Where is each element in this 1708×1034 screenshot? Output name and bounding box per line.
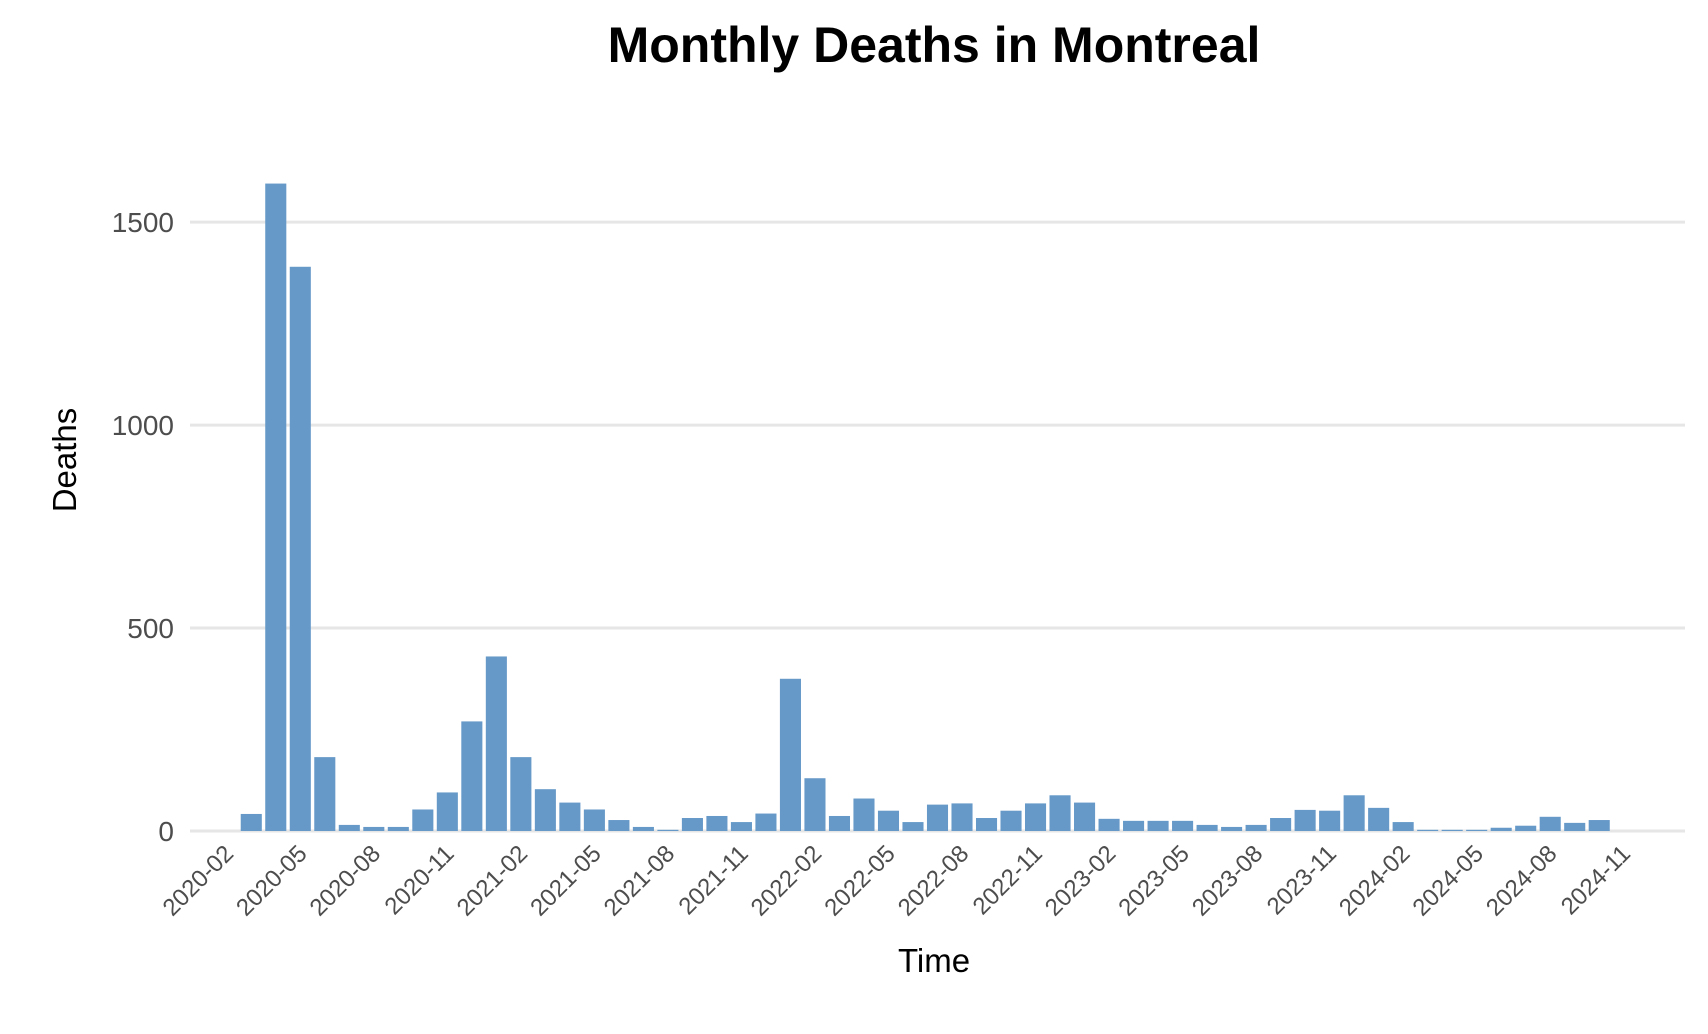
bar <box>1466 829 1488 831</box>
bar <box>1245 824 1267 831</box>
bar <box>559 802 581 831</box>
x-tick-label: 2021-11 <box>674 840 754 920</box>
bar <box>1588 820 1610 831</box>
x-tick-label: 2024-05 <box>1408 840 1489 921</box>
bar <box>926 804 949 831</box>
bar <box>1294 809 1316 831</box>
bar <box>730 822 752 831</box>
bar <box>1441 829 1463 831</box>
x-tick-label: 2022-02 <box>746 840 827 921</box>
bar <box>706 815 728 831</box>
bar <box>1074 802 1096 831</box>
bar <box>1564 822 1586 831</box>
x-tick-label: 2020-11 <box>379 840 459 920</box>
bar <box>1221 826 1243 831</box>
chart-title: Monthly Deaths in Montreal <box>608 17 1261 73</box>
bar <box>1172 820 1194 831</box>
x-tick-label: 2022-05 <box>819 840 900 921</box>
bar <box>265 183 287 831</box>
bar <box>853 798 875 831</box>
bar <box>1049 795 1071 831</box>
x-tick-label: 2024-11 <box>1556 840 1636 920</box>
bar <box>755 813 777 831</box>
x-tick-label: 2020-05 <box>231 840 312 921</box>
x-tick-label: 2022-08 <box>893 840 974 921</box>
bar <box>1196 824 1218 831</box>
bar <box>1147 820 1169 831</box>
bar <box>1343 795 1365 831</box>
bar <box>1123 820 1145 831</box>
bar <box>412 809 434 831</box>
bar <box>461 721 483 831</box>
x-tick-label: 2021-05 <box>525 840 606 921</box>
bar <box>1000 810 1022 831</box>
bar <box>657 829 679 831</box>
x-tick-label: 2023-02 <box>1040 840 1121 921</box>
x-tick-label: 2023-11 <box>1262 840 1342 920</box>
bar <box>510 757 532 831</box>
x-tick-label: 2022-11 <box>968 840 1048 920</box>
bar <box>1270 818 1292 831</box>
bar <box>338 824 360 831</box>
x-tick-label: 2024-02 <box>1334 840 1415 921</box>
y-tick-label: 1500 <box>112 207 174 238</box>
bar <box>363 826 385 831</box>
x-tick-label: 2024-08 <box>1481 840 1562 921</box>
bar <box>1098 818 1120 831</box>
bar <box>534 789 556 831</box>
bar <box>632 826 654 831</box>
y-axis-ticks: 0 500 1000 1500 <box>112 207 174 847</box>
y-axis-title: Deaths <box>46 408 83 513</box>
x-axis-ticks: 2020-022020-052020-082020-112021-022021-… <box>158 840 1636 921</box>
bar <box>951 803 973 831</box>
bar <box>583 809 605 831</box>
x-tick-label: 2023-08 <box>1187 840 1268 921</box>
x-tick-label: 2020-02 <box>158 840 239 921</box>
bar <box>608 820 630 831</box>
y-tick-label: 1000 <box>112 410 174 441</box>
bar <box>240 813 262 831</box>
bar <box>1490 827 1512 831</box>
x-tick-label: 2020-08 <box>305 840 386 921</box>
bar <box>779 678 801 831</box>
bar <box>1539 816 1561 831</box>
bar <box>975 818 998 831</box>
bar <box>681 818 703 831</box>
x-tick-label: 2023-05 <box>1113 840 1194 921</box>
bars <box>240 183 1610 831</box>
x-tick-label: 2021-08 <box>599 840 680 921</box>
bar <box>436 792 458 831</box>
bar <box>1319 810 1341 831</box>
bar <box>877 810 900 831</box>
y-tick-label: 500 <box>127 613 174 644</box>
bar <box>485 656 507 831</box>
bar <box>1515 825 1537 831</box>
y-tick-label: 0 <box>158 816 174 847</box>
bar <box>314 757 336 831</box>
x-tick-label: 2021-02 <box>452 840 533 921</box>
bar <box>1024 803 1047 831</box>
bar <box>804 778 826 831</box>
bar <box>1368 807 1390 831</box>
gridlines <box>190 220 1685 833</box>
bar <box>902 822 924 831</box>
bar <box>289 266 311 831</box>
x-axis-title: Time <box>898 942 970 979</box>
bar <box>1392 822 1414 831</box>
bar <box>1417 829 1439 831</box>
bar <box>387 826 409 831</box>
bar <box>828 815 851 831</box>
